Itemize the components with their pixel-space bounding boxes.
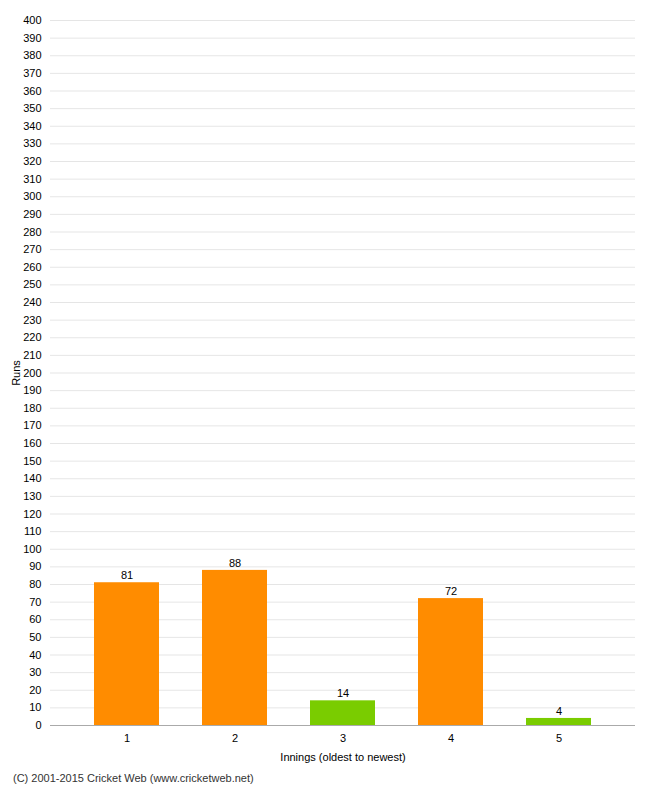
svg-text:270: 270: [23, 243, 41, 255]
svg-text:50: 50: [29, 631, 41, 643]
svg-text:190: 190: [23, 384, 41, 396]
svg-text:130: 130: [23, 490, 41, 502]
svg-text:72: 72: [445, 585, 457, 597]
svg-text:290: 290: [23, 208, 41, 220]
svg-text:340: 340: [23, 120, 41, 132]
svg-text:150: 150: [23, 455, 41, 467]
svg-text:170: 170: [23, 419, 41, 431]
svg-text:0: 0: [35, 719, 41, 731]
svg-text:210: 210: [23, 349, 41, 361]
svg-text:260: 260: [23, 261, 41, 273]
svg-text:60: 60: [29, 613, 41, 625]
svg-text:10: 10: [29, 701, 41, 713]
svg-text:4: 4: [448, 732, 454, 744]
svg-text:14: 14: [337, 687, 349, 699]
svg-text:400: 400: [23, 14, 41, 26]
svg-text:370: 370: [23, 67, 41, 79]
svg-text:200: 200: [23, 367, 41, 379]
svg-text:110: 110: [24, 525, 42, 537]
svg-text:160: 160: [23, 437, 41, 449]
svg-text:390: 390: [23, 32, 41, 44]
svg-text:330: 330: [23, 137, 41, 149]
svg-text:360: 360: [23, 85, 41, 97]
svg-text:3: 3: [340, 732, 346, 744]
svg-text:230: 230: [23, 314, 41, 326]
svg-text:280: 280: [23, 226, 41, 238]
svg-text:81: 81: [121, 569, 133, 581]
svg-text:5: 5: [556, 732, 562, 744]
svg-text:2: 2: [232, 732, 238, 744]
svg-text:70: 70: [29, 596, 41, 608]
svg-text:320: 320: [23, 155, 41, 167]
svg-text:4: 4: [556, 705, 562, 717]
svg-text:250: 250: [23, 278, 41, 290]
svg-text:Runs: Runs: [10, 360, 22, 386]
svg-text:90: 90: [29, 560, 41, 572]
svg-text:30: 30: [29, 666, 41, 678]
svg-text:20: 20: [29, 684, 41, 696]
svg-text:300: 300: [23, 190, 41, 202]
svg-text:1: 1: [124, 732, 130, 744]
svg-text:180: 180: [23, 402, 41, 414]
svg-text:120: 120: [23, 508, 41, 520]
svg-text:88: 88: [229, 557, 241, 569]
svg-text:310: 310: [23, 173, 41, 185]
svg-text:220: 220: [23, 331, 41, 343]
svg-text:140: 140: [23, 472, 41, 484]
html-text:(C) 2001-2015 Cricket Web (www: (C) 2001-2015 Cricket Web (www.cricketwe…: [13, 772, 254, 784]
svg-text:100: 100: [23, 543, 41, 555]
svg-text:380: 380: [23, 49, 41, 61]
svg-text:40: 40: [29, 649, 41, 661]
svg-text:Innings (oldest to newest): Innings (oldest to newest): [280, 751, 405, 763]
svg-text:80: 80: [29, 578, 41, 590]
svg-text:350: 350: [23, 102, 41, 114]
svg-text:240: 240: [23, 296, 41, 308]
